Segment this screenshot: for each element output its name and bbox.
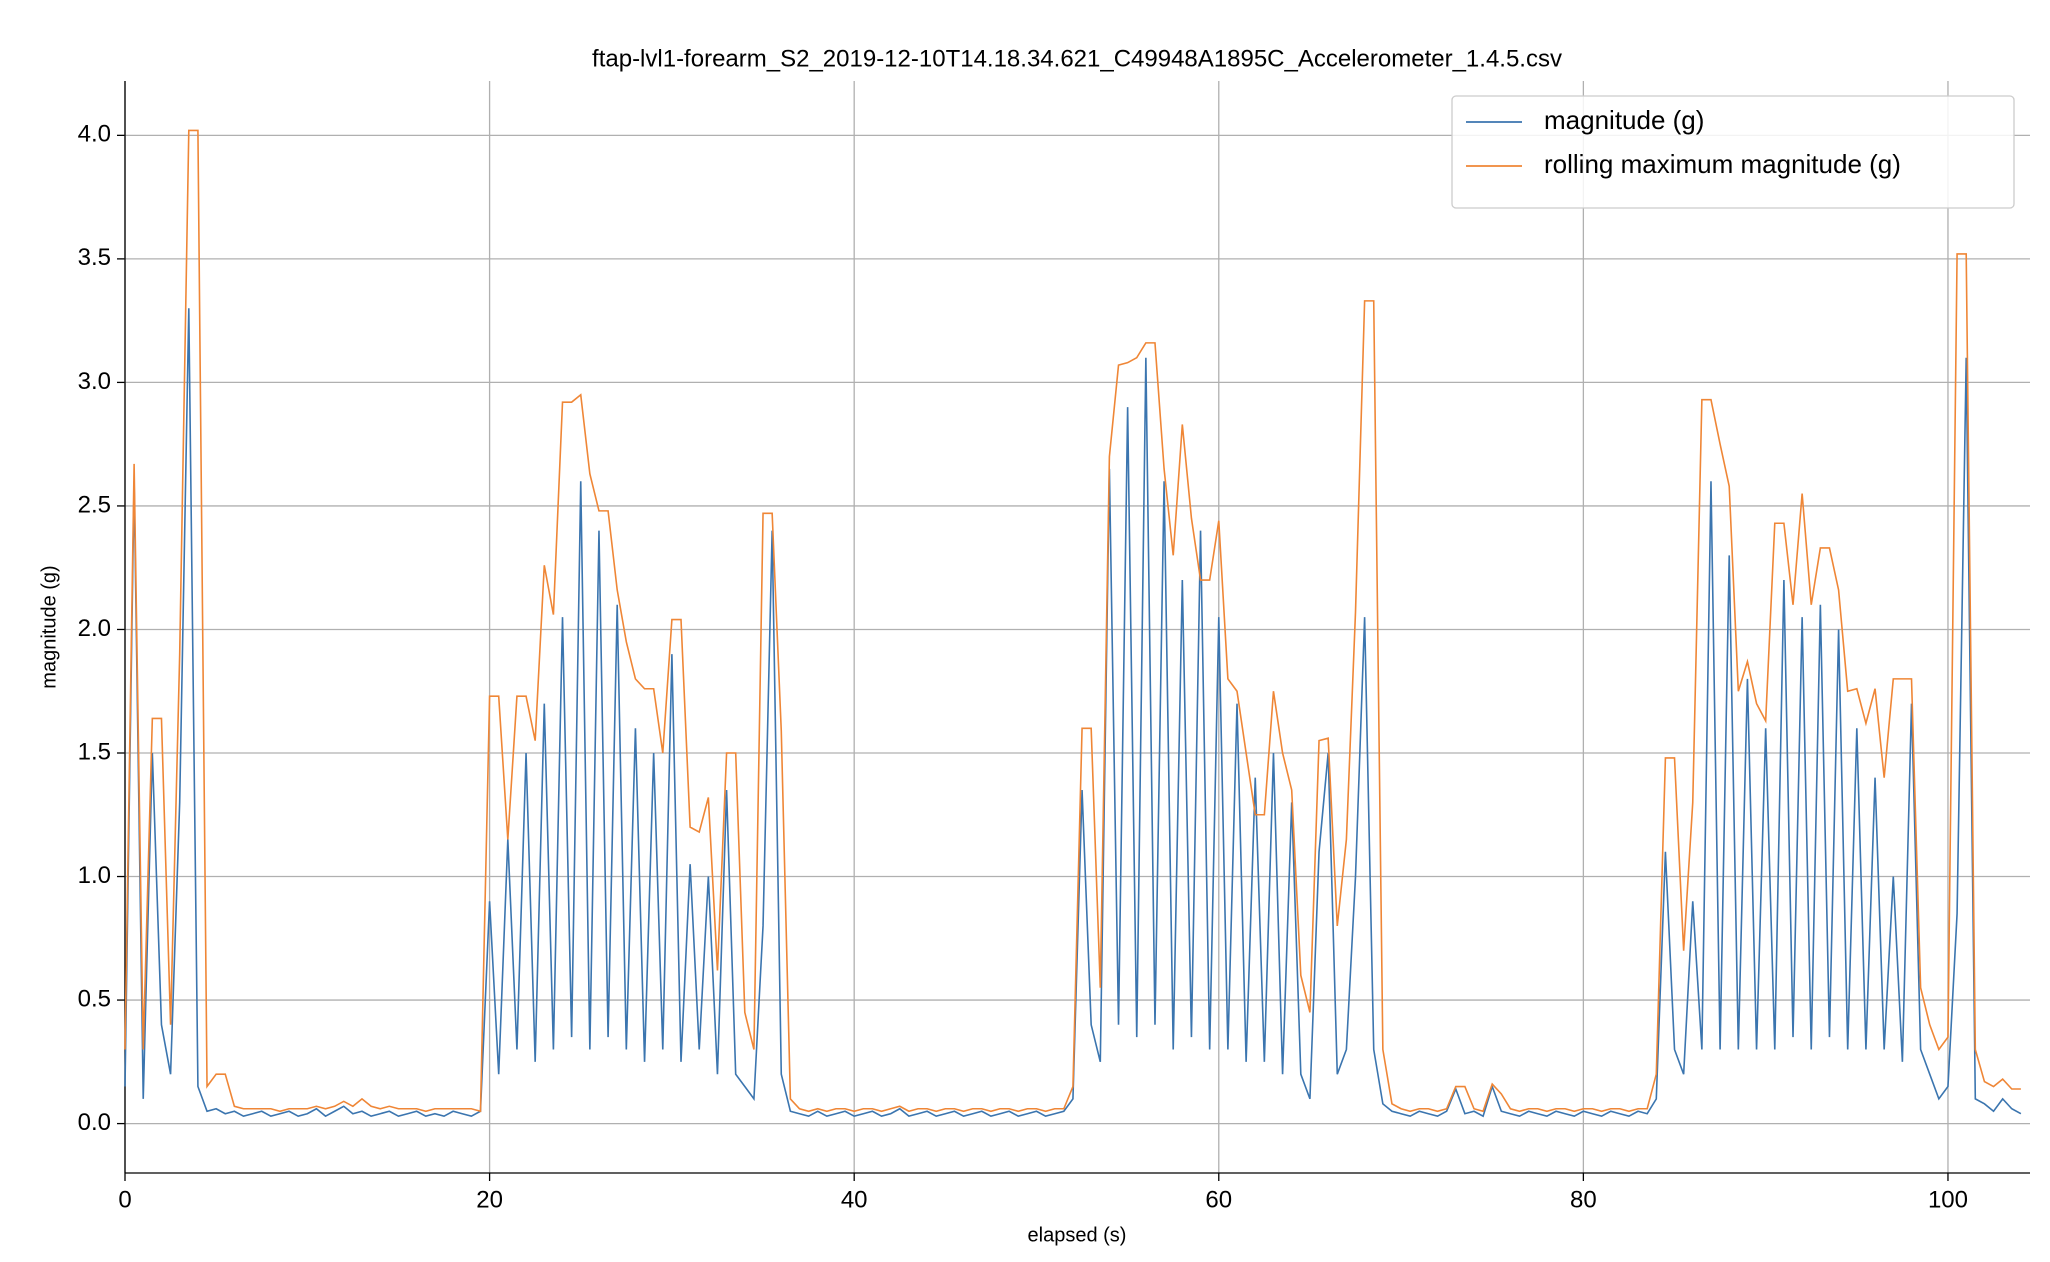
y-tick-label: 2.0 bbox=[78, 615, 111, 642]
x-axis-label: elapsed (s) bbox=[1028, 1224, 1127, 1246]
y-tick-label: 2.5 bbox=[78, 491, 111, 518]
y-tick-label: 3.5 bbox=[78, 244, 111, 271]
x-tick-label: 0 bbox=[118, 1186, 131, 1213]
x-tick-label: 20 bbox=[476, 1186, 503, 1213]
y-tick-label: 1.0 bbox=[78, 862, 111, 889]
x-tick-label: 40 bbox=[841, 1186, 868, 1213]
legend-box bbox=[1451, 95, 2015, 209]
legend: magnitude (g) rolling maximum magnitude (… bbox=[1451, 95, 2015, 209]
y-tick-label: 0.0 bbox=[78, 1109, 111, 1136]
x-tick-label: 60 bbox=[1205, 1186, 1232, 1213]
legend-label: rolling maximum magnitude (g) bbox=[1544, 149, 1901, 179]
data-line bbox=[124, 308, 2022, 1118]
data-line bbox=[124, 129, 2021, 1113]
x-tick-label: 100 bbox=[1928, 1186, 1968, 1213]
y-tick-label: 0.5 bbox=[78, 985, 111, 1012]
y-tick-label: 3.0 bbox=[78, 368, 111, 395]
chart-title: ftap-lvl1-forearm_S2_2019-12-10T14.18.34… bbox=[592, 45, 1562, 72]
x-tick-label: 80 bbox=[1570, 1186, 1597, 1213]
y-tick-label: 1.5 bbox=[78, 738, 111, 765]
y-axis-label: magnitude (g) bbox=[38, 565, 60, 688]
legend-label: magnitude (g) bbox=[1544, 105, 1704, 135]
y-tick-label: 4.0 bbox=[78, 121, 111, 148]
